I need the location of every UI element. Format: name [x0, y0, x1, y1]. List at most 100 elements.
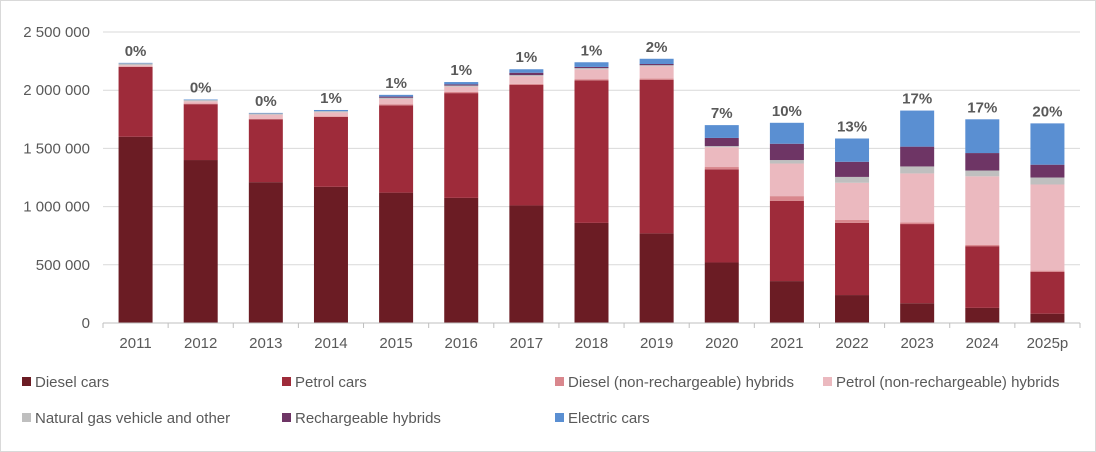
bar-segment	[183, 99, 218, 101]
bar-segment	[835, 219, 870, 223]
bar-segment	[248, 118, 283, 120]
axes: 0 500 000 1 000 000 1 500 000 2 000 000 2 500…	[23, 24, 1081, 352]
bar-segment	[118, 62, 153, 64]
bar-segment	[509, 76, 544, 84]
bar-segment	[118, 66, 153, 137]
y-tick-label: 500 000	[36, 257, 90, 274]
x-tick-label: 2025p	[1027, 335, 1069, 352]
bar-segment	[769, 163, 804, 197]
bar-segment	[900, 222, 935, 225]
bar-segment	[313, 116, 348, 117]
legend-swatch	[282, 377, 291, 386]
legend-swatch	[555, 413, 564, 422]
x-tick-label: 2017	[510, 335, 543, 352]
bar-segment	[639, 65, 674, 67]
bar-segment	[379, 98, 414, 105]
bar-segment	[1030, 271, 1065, 314]
bar-segment	[704, 262, 739, 323]
bar-segment	[183, 101, 218, 104]
bar-segment	[444, 93, 479, 198]
bar-segment	[965, 119, 1000, 154]
bar-segment	[769, 122, 804, 144]
bar-segment	[183, 103, 218, 105]
x-tick-label: 2024	[966, 335, 999, 352]
bar-segment	[639, 66, 674, 79]
bar-segment	[704, 169, 739, 263]
bar-segment	[313, 112, 348, 117]
bar-segment	[248, 112, 283, 114]
bar-percent-label: 0%	[190, 80, 212, 97]
bar-segment	[900, 173, 935, 223]
bar-segment	[313, 186, 348, 323]
bar-segment	[444, 197, 479, 323]
bar-segment	[965, 307, 1000, 323]
bar-segment	[248, 114, 283, 119]
bar-segment	[444, 82, 479, 85]
bar-segment	[835, 138, 870, 162]
x-tick-label: 2023	[900, 335, 933, 352]
bar-segment	[769, 160, 804, 164]
bar-percent-label: 1%	[320, 90, 342, 107]
bar-segment	[118, 65, 153, 67]
legend: Diesel cars Petrol cars Diesel (non-rechar…	[22, 374, 1059, 427]
bar-segment	[639, 58, 674, 65]
bar-segment	[248, 119, 283, 183]
legend-swatch	[22, 413, 31, 422]
bar-percent-label: 10%	[772, 103, 802, 120]
bar-percent-label: 20%	[1032, 103, 1062, 120]
bar-segment	[509, 75, 544, 77]
y-tick-label: 2 500 000	[23, 24, 90, 41]
bar-segment	[1030, 123, 1065, 165]
bar-segment	[965, 153, 1000, 171]
bar-percent-label: 7%	[711, 105, 733, 122]
x-tick-label: 2020	[705, 335, 738, 352]
x-tick-label: 2021	[770, 335, 803, 352]
bar-segment	[379, 104, 414, 106]
bar-segment	[965, 176, 1000, 246]
legend-swatch	[22, 377, 31, 386]
bar-segment	[835, 222, 870, 296]
bar-segment	[379, 94, 414, 97]
bar-segment	[1030, 184, 1065, 271]
legend-label: Diesel (non-rechargeable) hybrids	[568, 374, 794, 391]
bar-segment	[900, 146, 935, 167]
bar-segment	[574, 68, 609, 70]
legend-swatch	[282, 413, 291, 422]
x-tick-label: 2011	[119, 335, 151, 352]
bar-percent-label: 1%	[516, 49, 538, 66]
bar-segment	[900, 110, 935, 147]
bars	[118, 58, 1065, 323]
bar-segment	[509, 84, 544, 206]
bar-segment	[900, 166, 935, 174]
bar-segment	[769, 200, 804, 282]
bar-segment	[444, 91, 479, 94]
bar-labels: 0% 0% 0% 1% 1% 1% 1% 1% 2% 7% 10% 13% 17% 17% 20%	[125, 39, 1063, 136]
legend-label: Petrol cars	[295, 374, 367, 391]
x-tick-label: 2013	[249, 335, 282, 352]
legend-swatch	[555, 377, 564, 386]
bar-segment	[835, 295, 870, 323]
bar-segment	[574, 79, 609, 81]
bar-segment	[639, 79, 674, 234]
bar-segment	[704, 167, 739, 170]
legend-label: Diesel cars	[35, 374, 109, 391]
bar-segment	[1030, 270, 1065, 272]
bar-segment	[835, 176, 870, 183]
bar-segment	[1030, 177, 1065, 185]
bar-segment	[183, 104, 218, 161]
bar-segment	[248, 113, 283, 115]
bar-segment	[509, 205, 544, 323]
bar-segment	[769, 281, 804, 323]
bar-segment	[509, 72, 544, 76]
bar-segment	[769, 143, 804, 161]
bar-segment	[900, 224, 935, 304]
bar-segment	[118, 66, 153, 67]
bar-percent-label: 1%	[450, 62, 472, 79]
bar-segment	[574, 69, 609, 80]
y-tick-label: 2 000 000	[23, 82, 90, 99]
bar-segment	[183, 160, 218, 323]
bar-segment	[379, 97, 414, 99]
bar-segment	[965, 246, 1000, 308]
bar-percent-label: 1%	[581, 42, 603, 59]
bar-segment	[444, 85, 479, 87]
